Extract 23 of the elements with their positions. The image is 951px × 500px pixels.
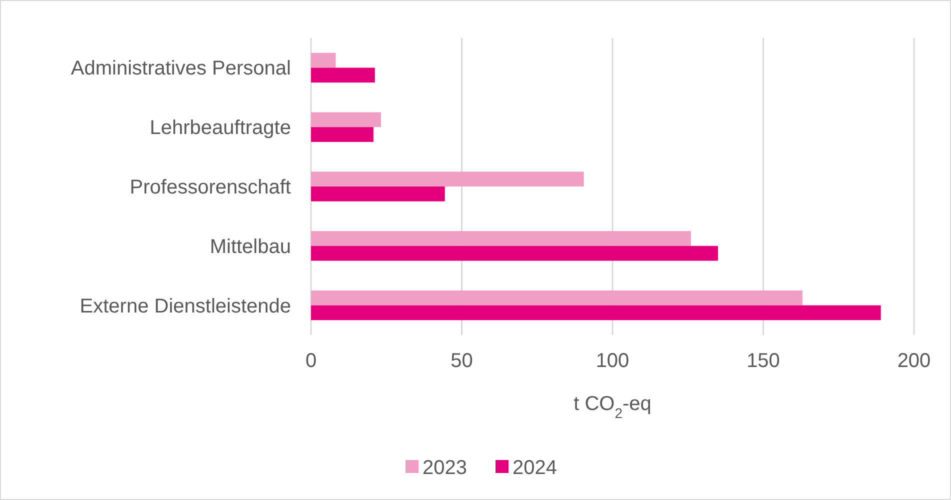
y-tick-label: Administratives Personal [70, 58, 291, 80]
bar [311, 68, 375, 83]
bar [311, 172, 584, 186]
x-axis-title: t CO$_{2}$-eq [574, 393, 652, 421]
x-tick-label: 50 [450, 350, 473, 372]
bar [311, 186, 445, 202]
x-tick-label: 100 [596, 350, 630, 372]
bar [311, 305, 881, 320]
x-tick-label: 200 [897, 350, 931, 372]
y-tick-label: Externe Dienstleistende [80, 295, 291, 318]
bar [311, 290, 802, 306]
x-tick-label: 150 [746, 350, 780, 372]
x-tick-label: 0 [305, 350, 317, 372]
bar [311, 112, 381, 128]
bar [311, 127, 374, 142]
bar [311, 231, 691, 246]
bar [311, 52, 336, 68]
y-tick-label: Mittelbau [210, 236, 291, 258]
legend-label: 2023 [422, 457, 467, 479]
y-tick-label: Lehrbeauftragte [150, 117, 291, 140]
legend-label: 2024 [512, 457, 557, 479]
y-tick-label: Professorenschaft [130, 176, 292, 198]
bar [311, 246, 718, 261]
